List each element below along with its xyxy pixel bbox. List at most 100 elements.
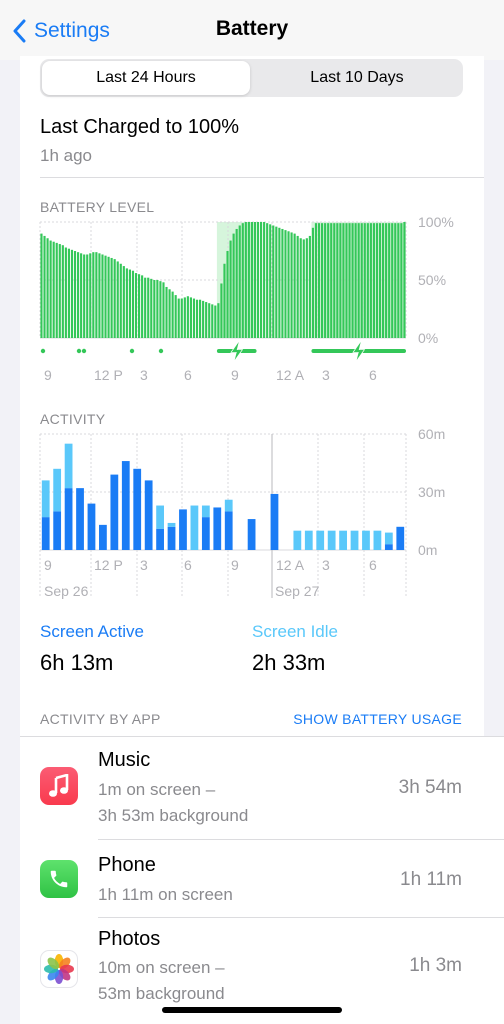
screen-idle-label: Screen Idle [252, 622, 338, 641]
battery-bar [391, 223, 394, 338]
app-row-photos[interactable]: Photos 10m on screen – 53m background 1h… [20, 918, 504, 1018]
battery-bar [153, 280, 156, 338]
battery-bar [226, 251, 229, 338]
screen-active-bar [144, 480, 153, 550]
battery-bar [302, 239, 305, 338]
back-button[interactable]: Settings [12, 14, 110, 48]
screen-active-bar [156, 528, 164, 550]
x-tick-label: 6 [184, 557, 192, 573]
app-usage-time: 3h 54m [398, 777, 462, 798]
screen-active-bar [201, 517, 210, 550]
x-tick-label: 9 [231, 367, 239, 383]
screen-idle-bar [384, 532, 393, 545]
screen-idle-bar [53, 468, 62, 512]
battery-level-chart[interactable]: 100% 50% 0% 9 12 P 3 6 9 12 A 3 6 [20, 216, 484, 391]
x-tick-label: 9 [231, 557, 239, 573]
page-title: Battery [215, 17, 289, 40]
segment-last-24-hours[interactable]: Last 24 Hours [42, 61, 250, 95]
battery-bar [284, 230, 287, 338]
show-battery-usage-button[interactable]: SHOW BATTERY USAGE [293, 711, 462, 727]
battery-bar [360, 223, 363, 338]
x-tick-label: 12 A [276, 557, 305, 573]
battery-bar [195, 299, 199, 338]
app-row-music[interactable]: Music 1m on screen – 3h 53m background 3… [20, 737, 504, 839]
battery-bar [98, 253, 101, 338]
app-usage-time: 1h 3m [409, 955, 462, 976]
battery-bar [321, 223, 324, 338]
screen-active-bar [110, 474, 119, 550]
battery-bar [211, 304, 214, 338]
battery-bar [229, 240, 232, 338]
battery-bar [330, 223, 333, 338]
battery-bar [162, 282, 165, 338]
battery-bar [159, 281, 162, 338]
low-power-dot [81, 348, 87, 354]
battery-bar [275, 226, 278, 338]
battery-bar [357, 223, 360, 338]
battery-bar [299, 238, 302, 338]
battery-bar [40, 233, 43, 338]
screen-active-bar [76, 488, 84, 550]
battery-bar [168, 289, 171, 338]
last-charged-time: 1h ago [40, 146, 92, 165]
app-detail-line2: 3h 53m background [98, 806, 249, 825]
navigation-bar: Settings Battery [0, 0, 504, 60]
battery-bar [363, 223, 366, 338]
screen-idle-bar [316, 530, 325, 550]
battery-bar [354, 223, 357, 338]
battery-bar [49, 240, 52, 338]
battery-bar [101, 254, 104, 338]
x-tick-label: 6 [369, 367, 377, 383]
low-power-dot [158, 348, 164, 354]
battery-bar [46, 238, 49, 338]
screen-idle-bar [339, 530, 347, 550]
date-label: Sep 26 [44, 583, 89, 599]
battery-bar [128, 269, 131, 338]
battery-bar [333, 223, 336, 338]
battery-bar [375, 223, 379, 338]
screen-active-value: 6h 13m [40, 650, 114, 675]
battery-bar [174, 295, 177, 338]
last-charged-title: Last Charged to 100% [40, 116, 240, 138]
battery-bar [311, 227, 314, 338]
battery-bar [272, 225, 275, 338]
battery-bar [202, 300, 205, 338]
battery-bar [345, 223, 348, 338]
battery-bar [317, 223, 321, 338]
battery-bar [95, 252, 98, 338]
battery-bar [305, 238, 308, 338]
battery-bar [263, 222, 266, 338]
battery-bar [394, 223, 397, 338]
battery-bar [324, 223, 327, 338]
battery-bar [165, 286, 168, 338]
battery-bar [372, 223, 375, 338]
time-range-segmented-control: Last 24 Hours Last 10 Days [40, 59, 463, 97]
battery-bar [217, 303, 220, 338]
activity-chart[interactable]: 60m 30m 0m 9 12 P 3 6 9 12 A 3 6 Sep 26 Sep 27 [20, 428, 484, 608]
app-name: Photos [98, 928, 161, 950]
app-detail-line1: 1m on screen – [98, 780, 216, 799]
screen-idle-bar [190, 505, 199, 550]
battery-bar [80, 253, 83, 338]
x-tick-label: 12 A [276, 367, 305, 383]
battery-bar [269, 224, 272, 338]
battery-bar [64, 247, 67, 338]
app-row-phone[interactable]: Phone 1h 11m on screen 1h 11m [20, 840, 504, 917]
battery-level-label: BATTERY LEVEL [40, 199, 155, 215]
segment-last-10-days[interactable]: Last 10 Days [310, 69, 404, 86]
battery-bar [235, 228, 238, 338]
divider [98, 839, 504, 840]
app-detail-line1: 10m on screen – [98, 958, 225, 977]
battery-bar [244, 222, 247, 338]
screen-active-bar [87, 503, 96, 550]
screen-idle-bar [41, 480, 50, 518]
chevron-left-icon [13, 19, 26, 43]
battery-bar [116, 261, 119, 338]
x-tick-label: 3 [322, 557, 330, 573]
x-tick-label: 6 [369, 557, 377, 573]
battery-bar [110, 257, 113, 338]
battery-bar [253, 222, 257, 338]
battery-bar [92, 252, 95, 338]
app-name: Music [98, 749, 151, 771]
x-tick-label: 9 [44, 367, 52, 383]
